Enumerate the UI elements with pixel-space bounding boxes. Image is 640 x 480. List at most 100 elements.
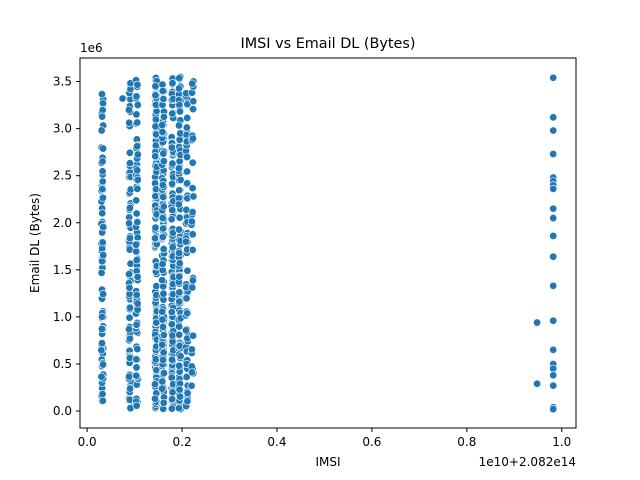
data-point: [168, 395, 177, 404]
data-point: [98, 396, 107, 405]
data-point: [159, 398, 168, 407]
data-point: [158, 127, 167, 136]
data-point: [133, 184, 142, 193]
data-point: [125, 372, 134, 381]
data-point: [549, 405, 558, 414]
data-point: [125, 159, 134, 168]
y-tick-label: 2.0: [53, 216, 72, 230]
data-point: [124, 105, 133, 114]
data-point: [188, 283, 197, 292]
data-point: [183, 266, 192, 275]
data-point: [159, 112, 168, 121]
data-point: [167, 355, 176, 364]
data-point: [98, 312, 107, 321]
data-point: [167, 373, 176, 382]
data-point: [189, 331, 198, 340]
data-point: [133, 80, 142, 89]
data-point: [132, 363, 141, 372]
data-point: [133, 100, 142, 109]
data-point: [168, 79, 177, 88]
data-point: [132, 256, 141, 265]
data-point: [158, 276, 167, 285]
data-point: [98, 193, 107, 202]
data-point: [125, 353, 134, 362]
data-point: [97, 346, 106, 355]
data-point: [187, 381, 196, 390]
data-point: [168, 206, 177, 215]
data-point: [168, 331, 177, 340]
data-point: [175, 288, 184, 297]
data-point: [158, 307, 167, 316]
data-point: [99, 360, 108, 369]
data-point: [132, 371, 141, 380]
data-point: [168, 388, 177, 397]
data-point: [125, 313, 134, 322]
data-point: [176, 352, 185, 361]
data-point: [533, 379, 542, 388]
data-point: [98, 105, 107, 114]
data-point: [97, 324, 106, 333]
data-point: [533, 318, 542, 327]
y-tick-label: 0.0: [53, 404, 72, 418]
data-point: [99, 144, 108, 153]
data-point: [188, 276, 197, 285]
data-point: [549, 150, 558, 159]
data-point: [125, 234, 134, 243]
data-point: [549, 73, 558, 82]
data-point: [183, 397, 192, 406]
data-point: [98, 185, 107, 194]
data-point: [133, 272, 142, 281]
data-point: [188, 79, 197, 88]
data-point: [158, 384, 167, 393]
data-point: [98, 112, 107, 121]
data-point: [549, 345, 558, 354]
data-point: [98, 167, 107, 176]
data-point: [182, 123, 191, 132]
data-point: [168, 109, 177, 118]
data-point: [151, 115, 160, 124]
data-point: [181, 237, 190, 246]
y-axis-label: Email DL (Bytes): [28, 193, 42, 293]
data-point: [181, 326, 190, 335]
data-point: [159, 369, 168, 378]
data-point: [159, 157, 168, 166]
x-tick-label: 0.4: [267, 435, 286, 449]
data-point: [175, 297, 184, 306]
data-point: [168, 243, 177, 252]
data-point: [132, 196, 141, 205]
data-point: [188, 184, 197, 193]
data-point: [175, 330, 184, 339]
x-tick-label: 0.2: [173, 435, 192, 449]
data-point: [158, 214, 167, 223]
data-point: [126, 384, 135, 393]
data-point: [187, 368, 196, 377]
data-point: [183, 389, 192, 398]
data-point: [158, 233, 167, 242]
data-point: [132, 355, 141, 364]
data-point: [183, 113, 192, 122]
y-tick-label: 1.5: [53, 263, 72, 277]
data-point: [175, 272, 184, 281]
data-point: [132, 240, 141, 249]
data-point: [98, 99, 107, 108]
data-point: [99, 251, 108, 260]
data-point: [97, 372, 106, 381]
data-point: [118, 94, 127, 103]
data-point: [188, 134, 197, 143]
data-point: [98, 389, 107, 398]
data-point: [182, 372, 191, 381]
data-point: [187, 345, 196, 354]
data-point: [99, 222, 108, 231]
x-tick-label: 0.6: [362, 435, 381, 449]
data-point: [151, 152, 160, 161]
data-point: [167, 404, 176, 413]
data-point: [159, 95, 168, 104]
data-point: [125, 148, 134, 157]
data-point: [158, 340, 167, 349]
data-point: [189, 97, 198, 106]
data-point: [188, 230, 197, 239]
data-point: [159, 149, 168, 158]
data-point: [132, 92, 141, 101]
data-point: [174, 404, 183, 413]
